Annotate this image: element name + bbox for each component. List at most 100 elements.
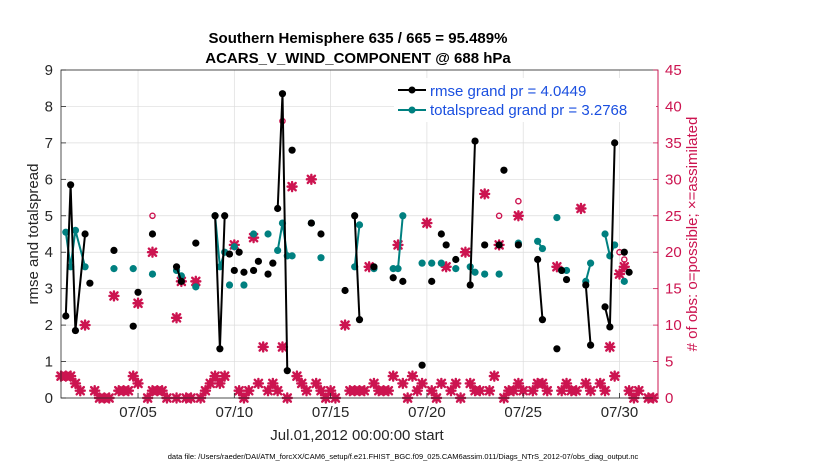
obs-star xyxy=(440,261,452,273)
y-right-tick-label: 0 xyxy=(665,390,673,407)
obs-star xyxy=(594,377,606,390)
rmse-point xyxy=(307,219,315,227)
obs-assimilated-marker xyxy=(382,385,395,397)
obs-assimilated-marker xyxy=(633,385,645,397)
obs-star xyxy=(474,385,486,397)
obs-assimilated-marker xyxy=(271,385,284,397)
spread-point xyxy=(601,230,609,238)
obs-star xyxy=(132,297,144,309)
obs-assimilated-marker xyxy=(551,261,563,273)
obs-star xyxy=(324,385,337,397)
spread-point xyxy=(148,270,157,278)
obs-star xyxy=(613,268,626,280)
obs-star xyxy=(156,385,168,397)
obs-possible-marker xyxy=(515,197,522,205)
spread-point xyxy=(553,214,561,222)
rmse-point xyxy=(235,248,243,256)
spread-point xyxy=(355,221,364,229)
y-axis-left: 0 1 2 3 4 5 6 7 8 9 xyxy=(45,62,66,407)
obs-assimilated-marker xyxy=(267,377,279,390)
spread-point xyxy=(71,226,80,234)
obs-star xyxy=(459,246,472,258)
y-axis-right: 0 5 10 15 20 25 30 35 40 45 xyxy=(653,62,682,407)
obs-assimilated-marker xyxy=(339,319,351,331)
obs-star xyxy=(464,377,476,390)
spread-point xyxy=(471,268,479,276)
obs-star xyxy=(411,385,423,397)
spread-point xyxy=(110,265,118,273)
obs-assimilated-marker xyxy=(252,377,265,390)
y-tick-label: 8 xyxy=(45,98,53,115)
rmse-point xyxy=(317,230,325,238)
rmse-point xyxy=(370,263,378,271)
obs-star xyxy=(435,377,448,390)
rmse-point xyxy=(620,248,628,256)
obs-star xyxy=(214,377,226,390)
obs-assimilated-marker xyxy=(445,385,457,397)
obs-assimilated-marker xyxy=(450,377,462,390)
obs-star xyxy=(426,385,438,397)
obs-star xyxy=(243,385,255,397)
spread-line-segment xyxy=(353,224,361,267)
rmse-point xyxy=(514,241,522,249)
obs-star xyxy=(416,377,428,390)
obs-star xyxy=(556,385,568,397)
obs-assimilated-marker xyxy=(262,385,274,397)
obs-star xyxy=(233,385,245,397)
rmse-point xyxy=(62,312,70,320)
obs-star xyxy=(122,385,135,397)
obs-assimilated-marker xyxy=(488,370,501,382)
obs-star xyxy=(218,370,231,382)
obs-assimilated-marker xyxy=(608,370,621,382)
obs-assimilated-marker xyxy=(199,385,212,397)
y-tick-label: 2 xyxy=(45,317,53,334)
rmse-point xyxy=(71,326,80,335)
obs-star xyxy=(527,385,539,397)
obs-assimilated-marker xyxy=(190,275,202,288)
obs-assimilated-marker xyxy=(233,385,245,397)
obs-star xyxy=(170,312,183,324)
obs-star xyxy=(541,385,553,397)
obs-assimilated-marker xyxy=(474,385,486,397)
rmse-point xyxy=(211,212,219,220)
y-tick-label: 9 xyxy=(45,62,53,79)
rmse-point xyxy=(230,266,238,275)
rmse-line-segment xyxy=(64,184,87,331)
y-tick-label: 4 xyxy=(45,244,53,261)
rmse-point xyxy=(562,275,571,284)
obs-star xyxy=(190,275,202,288)
obs-star xyxy=(392,239,404,251)
obs-assimilated-marker xyxy=(243,385,255,397)
obs-star xyxy=(199,385,212,397)
obs-assimilated-marker xyxy=(570,385,582,397)
obs-star xyxy=(382,385,395,397)
obs-star xyxy=(276,341,289,353)
y-tick-label: 0 xyxy=(45,390,53,407)
rmse-point xyxy=(67,181,75,189)
obs-star xyxy=(507,385,520,397)
obs-star xyxy=(551,261,563,273)
obs-star xyxy=(79,319,91,331)
rmse-point xyxy=(606,323,614,331)
rmse-point xyxy=(442,241,450,249)
spread-point xyxy=(225,281,234,289)
obs-assimilated-marker xyxy=(310,377,322,390)
obs-star xyxy=(387,370,399,382)
x-tick-label: 07/25 xyxy=(504,404,542,421)
obs-star xyxy=(397,377,409,390)
rmse-point xyxy=(134,288,142,296)
footnote: data file: /Users/raeder/DAI/ATM_forcXX/… xyxy=(168,452,639,461)
spread-point xyxy=(481,270,489,278)
y-tick-label: 1 xyxy=(45,354,53,371)
obs-star xyxy=(204,377,216,390)
obs-assimilated-marker xyxy=(613,268,626,280)
obs-assimilated-marker xyxy=(296,377,308,390)
obs-assimilated-marker xyxy=(146,246,159,258)
y-tick-label: 7 xyxy=(45,135,53,152)
spread-point xyxy=(418,259,426,267)
rmse-point xyxy=(611,139,619,147)
spread-point xyxy=(62,228,70,236)
obs-star xyxy=(296,377,308,390)
rmse-point xyxy=(558,266,566,275)
obs-assimilated-marker xyxy=(556,385,568,397)
